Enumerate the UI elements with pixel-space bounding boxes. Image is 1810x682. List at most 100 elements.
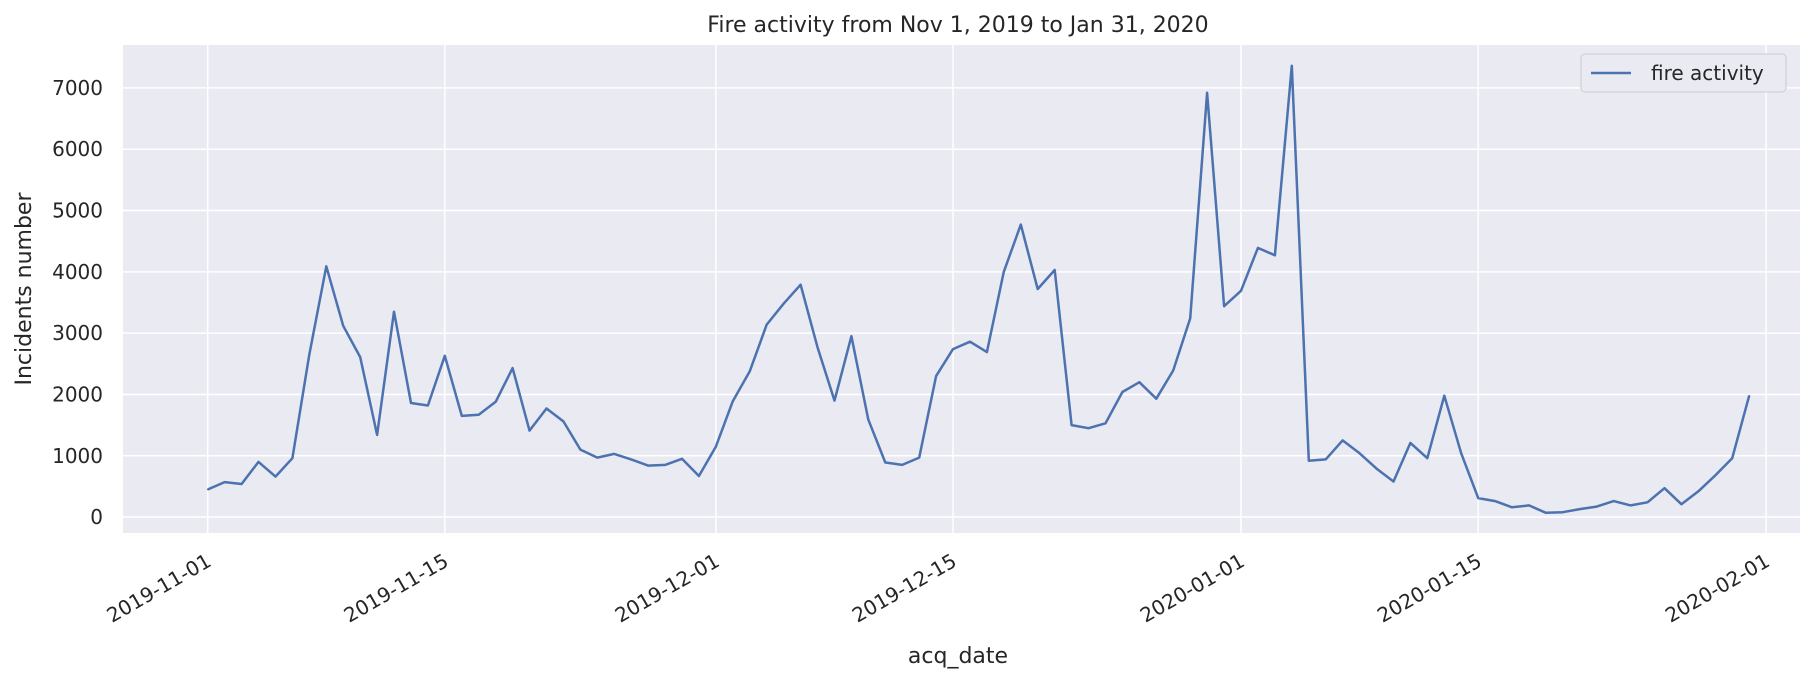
data-point: [393, 310, 395, 313]
data-point: [969, 340, 971, 343]
data-point: [715, 445, 717, 448]
data-point: [1392, 480, 1395, 483]
series-line: [207, 64, 1751, 515]
data-point: [308, 353, 311, 356]
x-tick-labels: 2019-11-01 2019-11-15 2019-12-01 2019-12-15…: [103, 549, 1774, 628]
data-point: [799, 283, 802, 286]
data-point: [511, 367, 514, 369]
data-point: [1595, 505, 1598, 508]
legend: fire activity: [1580, 53, 1787, 93]
data-point: [884, 461, 887, 464]
data-point: [681, 458, 683, 460]
data-point: [325, 265, 328, 268]
data-point: [1138, 381, 1141, 384]
data-point: [816, 346, 819, 349]
data-point: [1155, 397, 1158, 400]
data-point: [1003, 271, 1005, 273]
data-point: [1731, 457, 1733, 460]
data-point: [765, 323, 768, 326]
x-tick-label: 2020-02-01: [1661, 549, 1774, 628]
data-point: [1528, 504, 1530, 507]
data-point: [1104, 422, 1107, 425]
data-point: [698, 475, 700, 477]
y-tick-label: 5000: [52, 199, 103, 223]
y-tick-label: 4000: [52, 260, 103, 284]
data-point: [1680, 503, 1683, 506]
data-point: [1036, 288, 1039, 290]
data-point: [1545, 512, 1547, 514]
data-point: [664, 464, 666, 466]
data-point: [1308, 459, 1310, 462]
data-point: [206, 488, 209, 491]
data-point: [1663, 487, 1666, 490]
x-tick-label: 2020-01-15: [1373, 549, 1486, 628]
data-point: [1341, 439, 1344, 442]
data-point: [579, 448, 582, 451]
data-point: [952, 348, 954, 350]
y-tick-label: 1000: [52, 444, 103, 468]
x-tick-label: 2019-11-15: [340, 549, 453, 628]
data-point: [494, 401, 497, 403]
data-point: [223, 481, 226, 483]
data-point: [1426, 457, 1429, 460]
chart-title: Fire activity from Nov 1, 2019 to Jan 31…: [707, 13, 1208, 38]
data-point: [1460, 452, 1462, 455]
data-point: [1562, 511, 1564, 513]
data-point: [1375, 467, 1378, 470]
data-point: [1087, 427, 1090, 430]
data-point: [240, 483, 243, 485]
data-point: [1274, 254, 1276, 257]
y-tick-labels: 0 1000 2000 3000 4000 5000 6000 7000: [52, 76, 103, 529]
data-point: [376, 434, 378, 436]
y-tick-label: 6000: [52, 137, 103, 161]
data-point: [1020, 223, 1022, 226]
data-point: [850, 335, 853, 338]
x-axis-label: acq_date: [908, 644, 1008, 669]
data-point: [1714, 474, 1717, 477]
legend-box: [1580, 53, 1787, 93]
data-point: [596, 456, 599, 459]
data-point: [1257, 247, 1259, 249]
data-point: [867, 418, 870, 421]
series-layer: [206, 64, 1751, 515]
data-point: [1189, 317, 1191, 320]
data-point: [1324, 458, 1327, 461]
y-gridlines: [123, 87, 1800, 518]
data-point: [1358, 452, 1361, 455]
data-point: [1240, 290, 1242, 292]
data-point: [1612, 500, 1615, 502]
data-point: [1443, 394, 1446, 397]
data-point: [986, 351, 988, 353]
data-point: [444, 355, 446, 357]
data-point: [528, 429, 531, 432]
data-point: [545, 407, 548, 410]
data-point: [291, 457, 294, 460]
data-point: [782, 302, 785, 305]
x-tick-label: 2020-01-01: [1136, 549, 1249, 628]
data-point: [1629, 504, 1632, 507]
data-point: [1121, 391, 1124, 393]
data-point: [630, 458, 632, 461]
data-point: [1053, 269, 1056, 271]
data-point: [461, 415, 463, 417]
data-point: [1511, 506, 1513, 509]
data-point: [427, 404, 429, 407]
data-point: [1206, 92, 1208, 94]
data-point: [935, 375, 937, 377]
data-point: [1291, 65, 1293, 67]
data-point: [274, 475, 277, 478]
data-point: [749, 370, 751, 373]
x-tick-label: 2019-12-15: [848, 549, 961, 628]
data-point: [732, 400, 734, 403]
data-point: [1494, 500, 1496, 502]
data-point: [562, 420, 565, 423]
data-point: [1172, 369, 1174, 372]
y-tick-label: 3000: [52, 321, 103, 345]
data-point: [1646, 501, 1649, 504]
data-point: [833, 399, 836, 402]
data-point: [647, 464, 649, 467]
data-point: [1579, 508, 1581, 510]
data-point: [1409, 442, 1412, 444]
plot-area: [123, 45, 1800, 533]
